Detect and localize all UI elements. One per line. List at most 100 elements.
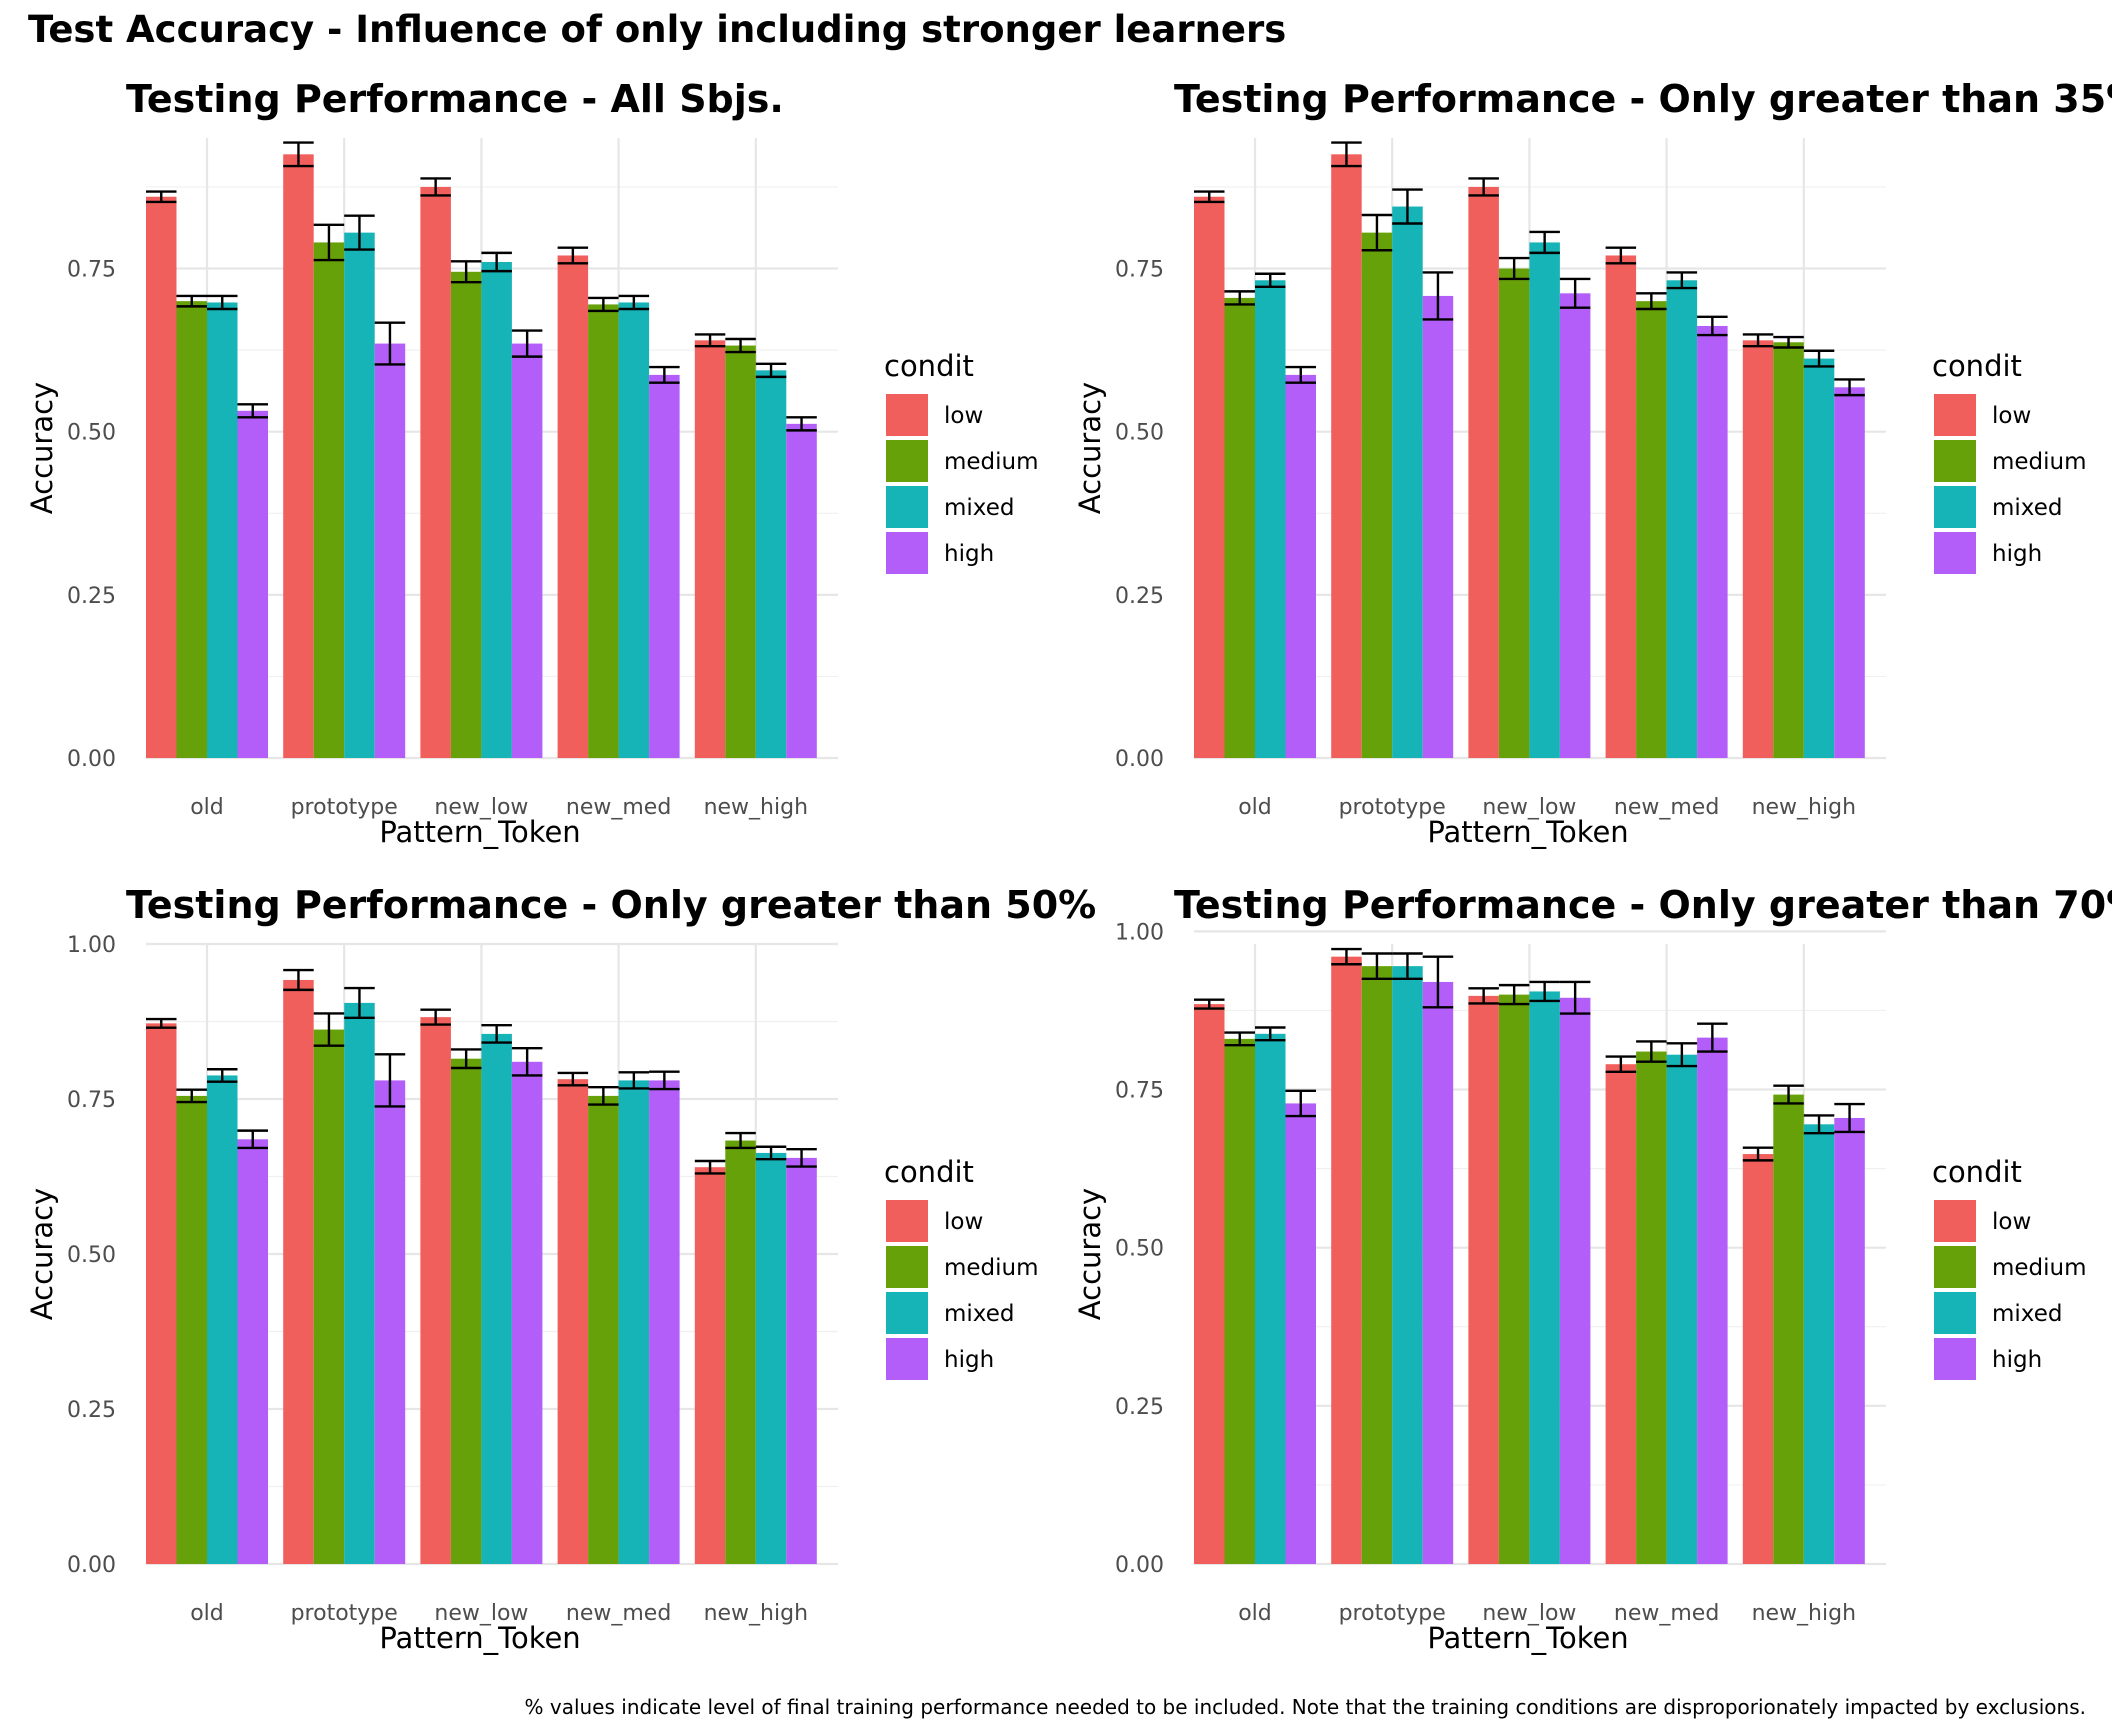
- y-axis-title: Accuracy: [1073, 1188, 1107, 1320]
- error-bar-high-new_high: [1834, 378, 1865, 397]
- error-bar-mixed-new_low: [1529, 230, 1560, 255]
- legend-key-high: [886, 532, 928, 574]
- error-bar-medium-new_high: [1773, 335, 1804, 349]
- error-bar-medium-new_low: [1498, 256, 1530, 281]
- bar-mixed-old: [1255, 1033, 1286, 1564]
- bar-high-new_low: [511, 343, 543, 758]
- bar-medium-new_high: [725, 1140, 756, 1564]
- error-bar-low-prototype: [1331, 141, 1362, 168]
- legend-key-mixed: [886, 486, 928, 528]
- legend-label-mixed: mixed: [1992, 1301, 2062, 1327]
- y-axis-title: Accuracy: [25, 1188, 59, 1320]
- legend-key-low: [886, 394, 928, 436]
- bar-medium-new_med: [1636, 301, 1667, 758]
- error-bar-low-new_high: [694, 1159, 726, 1175]
- y-tick-label: 0.25: [67, 1398, 116, 1423]
- bar-high-old: [237, 410, 268, 758]
- x-tick-label: old: [190, 795, 224, 820]
- x-tick-label: old: [1238, 795, 1272, 820]
- bar-mixed-old: [207, 302, 238, 758]
- error-bar-low-prototype: [283, 968, 314, 992]
- bar-medium-new_high: [1773, 1094, 1804, 1564]
- bar-mixed-old: [1255, 280, 1286, 758]
- bar-mixed-new_high: [1803, 1124, 1835, 1564]
- x-tick-label: new_med: [566, 795, 671, 820]
- error-bar-low-new_med: [1605, 246, 1637, 265]
- legend-label-high: high: [944, 541, 994, 567]
- error-bar-medium-old: [1224, 290, 1255, 306]
- bar-low-new_high: [1742, 340, 1774, 758]
- error-bar-low-old: [146, 190, 177, 204]
- error-bar-medium-new_med: [588, 296, 619, 313]
- x-tick-label: new_high: [704, 795, 808, 820]
- error-bar-mixed-old: [207, 1068, 238, 1083]
- legend-label-low: low: [944, 1209, 983, 1235]
- panels: Testing Performance - All Sbjs. 0.00 0.25 0…: [25, 77, 2112, 1655]
- bar-low-old: [146, 196, 177, 759]
- bar-low-prototype: [283, 154, 314, 758]
- bar-high-new_med: [649, 1080, 680, 1564]
- error-bar-low-new_low: [420, 177, 451, 197]
- bar-medium-old: [176, 301, 207, 758]
- error-bar-low-new_low: [1468, 987, 1499, 1005]
- bar-mixed-new_med: [1666, 280, 1698, 758]
- error-bar-low-new_high: [1742, 333, 1774, 348]
- error-bar-mixed-prototype: [1392, 188, 1423, 225]
- bar-low-prototype: [1331, 956, 1362, 1564]
- bar-low-prototype: [283, 979, 314, 1564]
- bar-mixed-new_low: [481, 262, 512, 758]
- error-bar-medium-new_high: [725, 337, 756, 354]
- legend-key-mixed: [886, 1292, 928, 1334]
- bar-high-new_high: [786, 1157, 817, 1564]
- error-bar-high-old: [1285, 365, 1316, 384]
- legend-label-medium: medium: [1992, 449, 2087, 475]
- bar-medium-new_high: [1773, 342, 1804, 758]
- legend-label-high: high: [1992, 1347, 2042, 1373]
- error-bar-low-new_high: [1742, 1146, 1774, 1162]
- error-bar-mixed-new_med: [618, 294, 650, 311]
- error-bar-mixed-old: [1255, 272, 1286, 288]
- bar-medium-old: [1224, 297, 1255, 758]
- x-axis-title: Pattern_Token: [379, 815, 580, 849]
- legend-label-high: high: [944, 1347, 994, 1373]
- error-bar-mixed-new_med: [1666, 1042, 1698, 1068]
- error-bar-high-prototype: [374, 321, 406, 366]
- x-tick-label: old: [190, 1601, 224, 1626]
- error-bar-medium-new_med: [588, 1086, 619, 1106]
- error-bar-low-old: [1194, 190, 1225, 204]
- error-bar-high-new_high: [1834, 1102, 1865, 1134]
- error-bar-medium-new_high: [1773, 1084, 1804, 1105]
- error-bar-medium-new_low: [450, 1048, 482, 1070]
- legend-key-medium: [886, 440, 928, 482]
- legend-key-high: [1934, 532, 1976, 574]
- legend-label-medium: medium: [944, 449, 1039, 475]
- error-bar-high-new_med: [1697, 1022, 1728, 1053]
- bar-medium-old: [1224, 1038, 1255, 1564]
- bar-high-new_med: [649, 374, 680, 758]
- bar-high-old: [1285, 1103, 1316, 1564]
- bar-medium-new_med: [588, 1095, 619, 1564]
- bar-high-new_low: [1559, 997, 1591, 1564]
- legend-title: condit: [884, 1155, 974, 1189]
- bar-low-old: [146, 1023, 177, 1564]
- legend-title: condit: [1932, 1155, 2022, 1189]
- bar-high-old: [1285, 374, 1316, 758]
- error-bar-medium-new_low: [450, 260, 482, 284]
- legend-label-low: low: [944, 403, 983, 429]
- bar-low-new_high: [1742, 1154, 1774, 1564]
- error-bar-medium-new_low: [1498, 983, 1530, 1006]
- bar-high-new_high: [786, 423, 817, 758]
- error-bar-high-new_med: [649, 365, 680, 384]
- legend-title: condit: [1932, 349, 2022, 383]
- error-bar-high-prototype: [374, 1053, 406, 1108]
- bar-mixed-new_low: [1529, 991, 1560, 1564]
- error-bar-high-new_med: [1697, 315, 1728, 337]
- bar-mixed-new_med: [618, 1080, 650, 1564]
- x-axis-title: Pattern_Token: [379, 1621, 580, 1655]
- legend: condit low medium mixed high: [884, 349, 1039, 574]
- error-bar-high-new_low: [511, 1046, 543, 1077]
- bar-low-new_med: [1605, 255, 1637, 758]
- bar-high-new_med: [1697, 325, 1728, 758]
- legend-label-mixed: mixed: [944, 1301, 1014, 1327]
- bar-medium-new_low: [1498, 994, 1530, 1564]
